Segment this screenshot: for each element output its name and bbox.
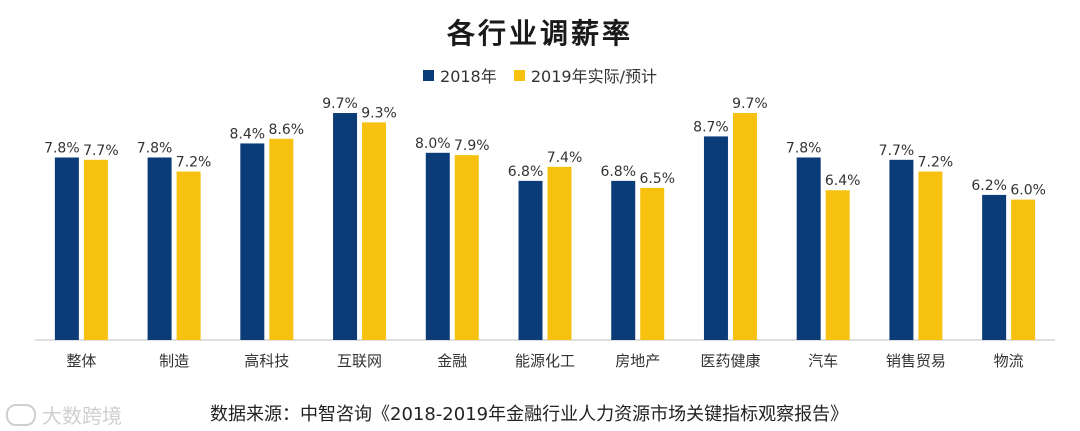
bar-2019-0 — [83, 159, 108, 340]
bar-2018-1 — [147, 157, 172, 340]
legend-label-2019: 2019年实际/预计 — [530, 67, 657, 86]
bar-2018-4 — [425, 152, 450, 340]
data-label-2018-2: 8.4% — [230, 126, 266, 142]
bar-2019-6 — [640, 187, 665, 340]
bar-2019-10 — [1011, 199, 1036, 340]
legend-item-2019: 2019年实际/预计 — [513, 63, 657, 87]
data-label-2019-0: 7.7% — [83, 143, 119, 159]
category-label-10: 物流 — [994, 352, 1024, 370]
bar-2019-5 — [547, 166, 572, 340]
data-label-2019-4: 7.9% — [454, 138, 490, 154]
category-label-4: 金融 — [437, 352, 467, 370]
category-label-2: 高科技 — [244, 352, 289, 370]
data-label-2019-2: 8.6% — [269, 122, 305, 138]
category-label-5: 能源化工 — [515, 352, 575, 370]
bar-2018-8 — [796, 157, 821, 340]
legend-swatch-2018 — [423, 69, 435, 81]
category-label-1: 制造 — [159, 352, 189, 370]
chart-legend: 2018年 2019年实际/预计 — [0, 63, 1080, 87]
category-label-6: 房地产 — [615, 352, 660, 370]
data-label-2019-6: 6.5% — [639, 171, 675, 187]
data-label-2018-4: 8.0% — [415, 136, 451, 152]
data-label-2019-1: 7.2% — [176, 155, 212, 171]
watermark-text: 大数跨境 — [42, 404, 122, 428]
bar-2019-2 — [269, 138, 294, 340]
category-label-0: 整体 — [66, 352, 96, 370]
data-label-2019-8: 6.4% — [825, 173, 861, 189]
bar-2018-3 — [333, 113, 358, 341]
bar-2018-0 — [54, 157, 79, 340]
category-label-3: 互联网 — [337, 352, 382, 370]
bar-2018-6 — [611, 180, 636, 340]
category-label-9: 销售贸易 — [886, 352, 946, 370]
bar-2019-7 — [732, 113, 757, 341]
bar-2018-9 — [889, 159, 914, 340]
data-label-2018-1: 7.8% — [137, 140, 173, 156]
legend-swatch-2019 — [513, 69, 525, 81]
data-label-2018-7: 8.7% — [693, 119, 729, 135]
bar-2018-10 — [982, 194, 1007, 340]
watermark: 大数跨境 — [6, 400, 122, 429]
data-label-2019-7: 9.7% — [732, 96, 768, 112]
data-label-2019-9: 7.2% — [918, 155, 954, 171]
bar-2019-8 — [825, 190, 850, 340]
bar-2019-9 — [918, 171, 943, 340]
data-label-2019-3: 9.3% — [361, 105, 397, 121]
data-label-2019-5: 7.4% — [547, 150, 583, 166]
data-label-2018-9: 7.7% — [879, 143, 915, 159]
data-label-2018-6: 6.8% — [600, 164, 636, 180]
bar-2018-2 — [240, 143, 265, 340]
data-label-2018-0: 7.8% — [44, 140, 80, 156]
data-label-2018-10: 6.2% — [971, 178, 1007, 194]
category-label-7: 医药健康 — [700, 352, 760, 370]
bar-2018-5 — [518, 180, 543, 340]
data-label-2019-10: 6.0% — [1010, 183, 1046, 199]
bar-2019-1 — [176, 171, 201, 340]
legend-item-2018: 2018年 — [423, 63, 497, 87]
chart-title: 各行业调薪率 — [446, 17, 633, 50]
bar-2018-7 — [703, 136, 728, 340]
watermark-logo-icon — [6, 403, 36, 426]
data-label-2018-3: 9.7% — [322, 96, 358, 112]
bar-2019-3 — [362, 122, 387, 340]
data-label-2018-5: 6.8% — [508, 164, 544, 180]
category-label-8: 汽车 — [808, 352, 838, 370]
bar-2019-4 — [454, 155, 479, 340]
source-note: 数据来源：中智咨询《2018-2019年金融行业人力资源市场关键指标观察报告》 — [210, 404, 849, 425]
data-label-2018-8: 7.8% — [786, 140, 822, 156]
legend-label-2018: 2018年 — [440, 67, 497, 86]
